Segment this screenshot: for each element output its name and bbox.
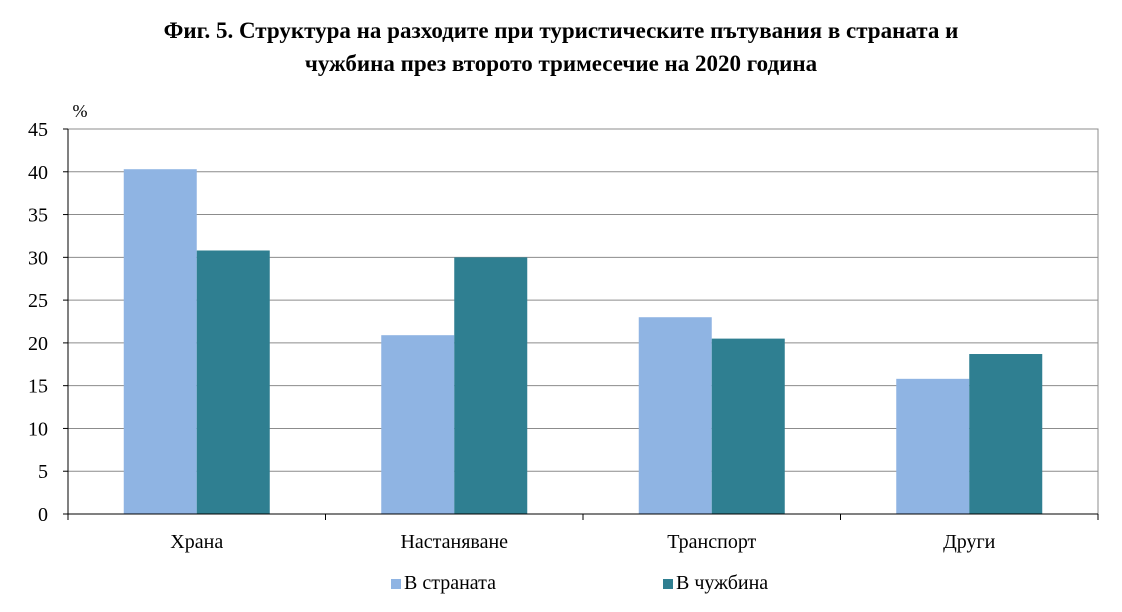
legend: В страната В чужбина [0,572,1122,600]
y-tick-label: 20 [28,333,48,355]
x-tick-label: Храна [170,531,223,553]
bar-series-1-2 [381,335,455,514]
chart-title-line-1: Фиг. 5. Структура на разходите при турис… [163,18,959,43]
x-tick-label: Други [943,531,996,553]
legend-swatch [391,578,401,589]
bar-series-1-4 [896,378,970,514]
x-tick-label: Настаняване [400,531,508,553]
bar-series-2-2 [454,257,528,514]
legend-label: В чужбина [676,572,769,594]
y-tick-label: 10 [28,418,48,440]
bar-series-2-1 [196,250,270,514]
y-tick-label: 30 [28,247,48,269]
legend-item-2: В чужбина [663,572,768,595]
legend-swatch [663,578,673,589]
y-axis-label: % [73,101,88,121]
chart-title: Фиг. 5. Структура на разходите при турис… [0,14,1122,80]
bar-series-2-4 [969,354,1043,514]
y-tick-label: 45 [28,119,48,141]
y-tick-label: 35 [28,205,48,227]
bar-series-1-1 [123,169,197,514]
y-tick-label: 25 [28,290,48,312]
x-tick-label: Транспорт [667,531,756,553]
y-tick-label: 5 [38,461,48,483]
y-tick-label: 0 [38,504,48,526]
chart-title-line-2: чужбина през второто тримесечие на 2020 … [304,51,818,76]
bar-series-1-3 [638,317,712,514]
y-tick-label: 15 [28,376,48,398]
bar-series-2-3 [711,338,785,514]
legend-item-1: В страната [391,572,496,595]
y-tick-label: 40 [28,162,48,184]
legend-label: В страната [404,572,497,594]
